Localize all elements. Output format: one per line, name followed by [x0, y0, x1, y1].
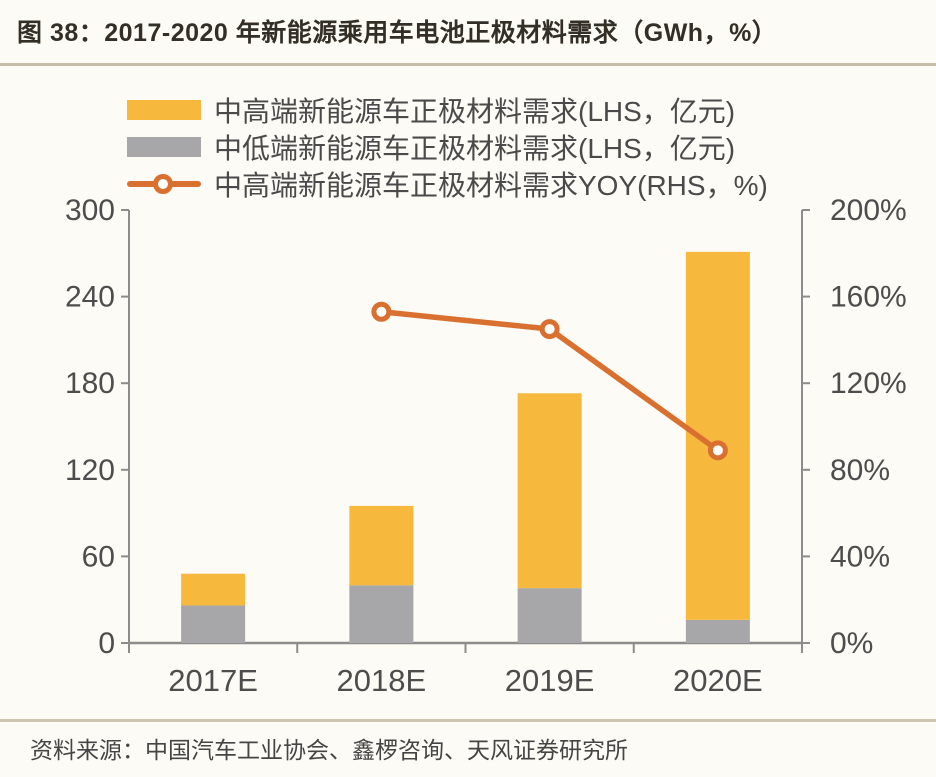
right-axis-label: 0%: [830, 627, 873, 660]
left-axis-label: 240: [65, 281, 115, 314]
left-axis-label: 0: [98, 627, 115, 660]
right-axis-label: 160%: [830, 281, 907, 314]
left-axis-label: 180: [65, 367, 115, 400]
left-axis-label: 300: [65, 194, 115, 227]
bar-segment: [517, 588, 582, 643]
legend-label: 中高端新能源车正极材料需求YOY(RHS，%): [214, 169, 768, 201]
x-axis-category-label: 2020E: [673, 663, 763, 698]
x-axis-category-label: 2018E: [337, 663, 427, 698]
legend-item-high-end: 中高端新能源车正极材料需求(LHS，亿元): [127, 91, 768, 128]
bar-segment: [181, 573, 246, 606]
x-axis-category-label: 2019E: [505, 663, 595, 698]
bar-segment: [685, 619, 750, 643]
left-axis-label: 60: [82, 540, 115, 573]
right-axis-label: 40%: [830, 540, 890, 573]
yoy-marker: [539, 319, 560, 340]
legend-item-yoy: 中高端新能源车正极材料需求YOY(RHS，%): [127, 165, 768, 202]
high-end-bar-swatch: [127, 99, 201, 120]
legend-item-low-end: 中低端新能源车正极材料需求(LHS，亿元): [127, 128, 768, 165]
yoy-line-swatch: [127, 173, 201, 194]
yoy-marker: [707, 440, 728, 461]
figure-title: 图 38：2017-2020 年新能源乘用车电池正极材料需求（GWh，%）: [17, 19, 778, 47]
low-end-bar-swatch: [127, 136, 201, 157]
chart-legend: 中高端新能源车正极材料需求(LHS，亿元) 中低端新能源车正极材料需求(LHS，…: [127, 91, 768, 202]
legend-label: 中高端新能源车正极材料需求(LHS，亿元): [214, 95, 736, 127]
bar-segment: [181, 605, 246, 643]
right-axis-label: 80%: [830, 454, 890, 487]
source-note: 资料来源：中国汽车工业协会、鑫椤咨询、天风证券研究所: [30, 737, 628, 763]
yoy-marker: [371, 301, 392, 322]
right-axis-label: 120%: [830, 367, 907, 400]
source-divider: [0, 719, 936, 722]
x-axis-category-label: 2017E: [168, 663, 258, 698]
yoy-line-swatch-marker: [153, 173, 173, 194]
bar-segment: [517, 393, 582, 589]
right-axis-label: 200%: [830, 194, 907, 227]
legend-label: 中低端新能源车正极材料需求(LHS，亿元): [214, 132, 736, 164]
bar-segment: [349, 585, 414, 643]
left-axis-label: 120: [65, 454, 115, 487]
title-divider: [0, 63, 936, 66]
bar-segment: [349, 505, 414, 586]
